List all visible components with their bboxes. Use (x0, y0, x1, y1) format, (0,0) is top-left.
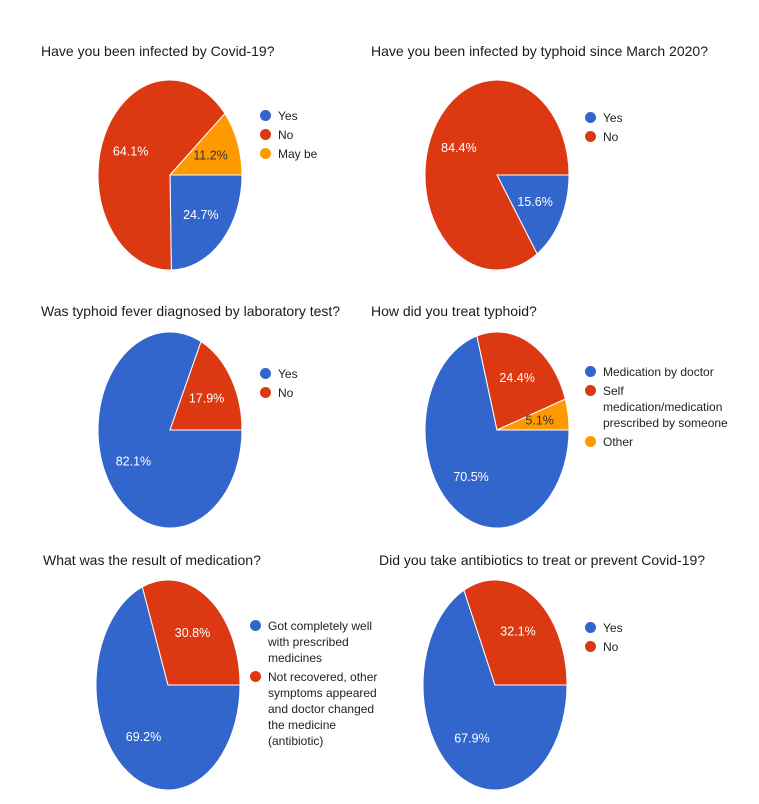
legend-swatch (585, 131, 596, 142)
legend-item: Medication by doctor (585, 364, 745, 380)
chart-title: Did you take antibiotics to treat or pre… (379, 552, 706, 568)
legend-item: No (260, 385, 370, 401)
slice-label: 82.1% (116, 454, 151, 468)
legend-swatch (585, 385, 596, 396)
pie-slice-self-medication-medication-prescribed-by-someone (476, 331, 566, 431)
slice-label: 67.9% (454, 731, 489, 745)
slice-label: 30.8% (175, 626, 210, 640)
slice-label: 70.5% (453, 470, 488, 484)
chart-title: Was typhoid fever diagnosed by laborator… (41, 303, 341, 319)
legend-label: No (278, 386, 294, 400)
legend-item: No (260, 127, 370, 143)
legend-swatch (585, 641, 596, 652)
pie-chart-covid-infection: Have you been infected by Covid-19? 24.7… (0, 0, 380, 290)
legend-swatch (585, 112, 596, 123)
slice-label: 64.1% (113, 145, 148, 159)
chart-title: Have you been infected by Covid-19? (41, 43, 275, 59)
slice-label: 24.7% (183, 208, 218, 222)
legend-label: Not recovered, other symptoms appeared a… (268, 670, 378, 748)
pie-slice-yes (169, 174, 243, 271)
pie-slice-may-be (168, 112, 243, 176)
legend: Medication by doctor Self medication/medi… (585, 364, 745, 453)
legend-label: Other (603, 435, 634, 449)
legend-swatch (585, 366, 596, 377)
pie: 15.6% 84.4% (424, 79, 570, 271)
slice-label: 32.1% (500, 625, 535, 639)
legend-item: Yes (585, 620, 705, 636)
pie-chart-lab-diagnosis: Was typhoid fever diagnosed by laborator… (0, 290, 380, 540)
legend: Yes No (260, 366, 370, 404)
legend-item: Other (585, 434, 745, 450)
legend-label: Yes (278, 109, 298, 123)
legend-label: Yes (603, 621, 623, 635)
slice-label: 17.9% (189, 392, 224, 406)
pie-slice-yes (496, 174, 570, 255)
slice-label: 5.1% (525, 414, 554, 428)
legend-item: No (585, 129, 705, 145)
legend-swatch (250, 620, 261, 631)
legend-label: No (603, 130, 619, 144)
legend-label: Yes (603, 111, 623, 125)
legend-item: Got completely well with prescribed medi… (250, 618, 380, 666)
slice-label: 15.6% (517, 195, 552, 209)
legend-label: May be (278, 147, 318, 161)
pie-slice-got-completely-well-with-prescribed-medicines (95, 586, 241, 791)
legend-swatch (585, 436, 596, 447)
pie-chart-typhoid-treatment: How did you treat typhoid? 70.5% 24.4% 5.1… (371, 290, 759, 540)
legend-item: Yes (260, 108, 370, 124)
legend-label: Yes (278, 367, 298, 381)
legend-label: Got completely well with prescribed medi… (268, 619, 373, 665)
legend-label: Self medication/medication prescribed by… (603, 384, 728, 430)
legend-label: Medication by doctor (603, 365, 714, 379)
pie: 82.1% 17.9% (97, 331, 243, 529)
legend-label: No (603, 640, 619, 654)
legend: Yes No May be (260, 108, 370, 165)
legend-swatch (260, 387, 271, 398)
legend-swatch (260, 368, 271, 379)
pie-slice-not-recovered-other-symptoms-appeared-and-doctor-changed-the-medicine-antibiotic (141, 579, 241, 686)
slice-label: 69.2% (126, 730, 161, 744)
pie: 69.2% 30.8% (95, 579, 241, 791)
legend-swatch (260, 129, 271, 140)
pie-slice-no (97, 79, 226, 271)
legend-item: Self medication/medication prescribed by… (585, 383, 745, 431)
pie-slice-yes (422, 589, 568, 791)
pie-chart-medication-result: What was the result of medication? 69.2%… (0, 540, 380, 804)
legend: Got completely well with prescribed medi… (250, 618, 380, 752)
legend-item: Yes (260, 366, 370, 382)
legend-item: No (585, 639, 705, 655)
legend-item: Yes (585, 110, 705, 126)
pie-chart-typhoid-infection: Have you been infected by typhoid since … (371, 0, 759, 290)
legend-swatch (260, 110, 271, 121)
pie-slice-no (424, 79, 570, 271)
pie: 70.5% 24.4% 5.1% (424, 331, 570, 529)
pie-slice-medication-by-doctor (424, 335, 570, 529)
legend-item: May be (260, 146, 370, 162)
slice-label: 84.4% (441, 141, 476, 155)
chart-title: What was the result of medication? (43, 552, 261, 568)
slice-label: 24.4% (499, 371, 534, 385)
legend: Yes No (585, 110, 705, 148)
pie: 67.9% 32.1% (422, 579, 568, 791)
pie-slice-no (463, 579, 568, 686)
legend-swatch (585, 622, 596, 633)
legend-swatch (260, 148, 271, 159)
legend-swatch (250, 671, 261, 682)
pie: 24.7% 64.1% 11.2% (97, 79, 243, 271)
pie-slice-no (169, 340, 243, 431)
pie-slice-other (496, 398, 570, 431)
pie-chart-antibiotics-covid: Did you take antibiotics to treat or pre… (379, 540, 759, 804)
legend: Yes No (585, 620, 705, 658)
chart-title: How did you treat typhoid? (371, 303, 537, 319)
slice-label: 11.2% (193, 148, 228, 162)
legend-item: Not recovered, other symptoms appeared a… (250, 669, 380, 749)
legend-label: No (278, 128, 294, 142)
chart-title: Have you been infected by typhoid since … (371, 43, 708, 59)
